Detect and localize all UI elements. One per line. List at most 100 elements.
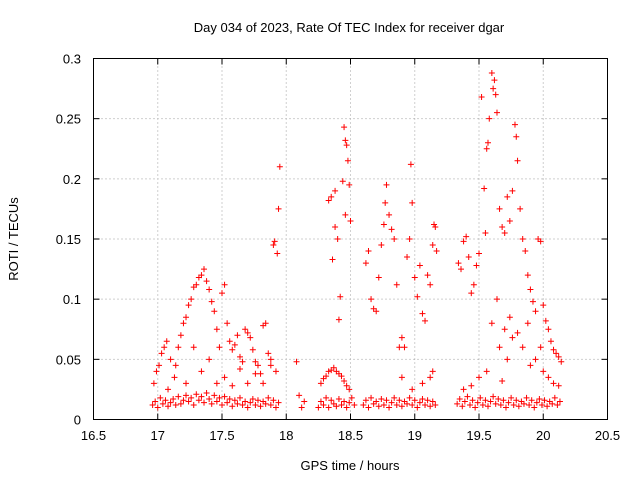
data-point (198, 393, 205, 400)
data-point (424, 397, 431, 404)
y-tick-label: 0 (74, 413, 81, 428)
data-point (544, 403, 551, 410)
data-point (486, 115, 493, 122)
data-point (365, 248, 372, 255)
data-point (478, 94, 485, 101)
data-point (171, 374, 178, 381)
data-point (193, 391, 200, 398)
data-point (267, 362, 274, 369)
data-point (244, 404, 251, 411)
data-point (527, 362, 534, 369)
data-point (499, 377, 506, 384)
data-point (341, 124, 348, 131)
chart-title: Day 034 of 2023, Rate Of TEC Index for r… (194, 20, 505, 35)
data-point (504, 356, 511, 363)
data-point (476, 374, 482, 381)
data-point (152, 398, 159, 405)
data-point (188, 394, 195, 401)
data-point (488, 320, 495, 327)
data-point (528, 397, 535, 404)
data-point (221, 374, 228, 381)
data-point (477, 394, 484, 401)
data-point (341, 377, 348, 384)
data-point (198, 272, 205, 279)
data-point (545, 326, 552, 333)
data-point (229, 403, 236, 410)
data-point (419, 380, 426, 387)
data-point (537, 238, 544, 245)
x-axis-label: GPS time / hours (301, 458, 400, 473)
data-point (482, 229, 489, 236)
data-point (257, 370, 264, 377)
data-point (293, 358, 300, 365)
data-point (342, 137, 349, 144)
data-point (346, 181, 353, 188)
y-tick-label: 0.05 (56, 352, 81, 367)
data-point (532, 356, 539, 363)
data-point (161, 344, 168, 351)
data-point (383, 397, 390, 404)
data-point (343, 382, 350, 389)
data-point (558, 358, 565, 365)
data-point (224, 399, 231, 406)
data-point (508, 394, 515, 401)
data-point (254, 362, 261, 369)
data-point (386, 404, 393, 411)
data-point (208, 298, 215, 305)
data-point (404, 254, 411, 261)
data-point (219, 290, 225, 297)
data-point (175, 393, 182, 400)
data-point (162, 397, 169, 404)
data-point (175, 344, 182, 351)
data-point (271, 238, 278, 245)
data-point (203, 390, 210, 397)
data-point (411, 274, 418, 281)
data-point (328, 193, 335, 200)
data-point (198, 368, 205, 375)
data-point (172, 362, 179, 369)
data-point (193, 281, 200, 288)
data-point (433, 248, 440, 255)
data-point (455, 260, 462, 267)
data-point (541, 397, 548, 404)
data-point (317, 380, 324, 387)
data-point (373, 308, 380, 315)
data-point (481, 185, 488, 192)
data-point (524, 272, 531, 279)
data-point (163, 338, 170, 345)
data-point (221, 393, 228, 400)
data-point (409, 386, 416, 393)
data-point (329, 256, 336, 263)
data-point (520, 400, 527, 407)
y-tick-label: 0.25 (56, 112, 81, 127)
data-point (493, 109, 500, 116)
data-point (315, 404, 322, 411)
data-point (206, 396, 213, 403)
data-point (406, 236, 413, 242)
data-point (388, 226, 395, 233)
data-point (554, 402, 561, 409)
data-point (373, 398, 380, 405)
data-point (167, 399, 174, 406)
data-point (380, 402, 387, 409)
data-point (375, 274, 382, 281)
data-point (427, 374, 434, 381)
data-point (158, 350, 165, 357)
data-point (183, 392, 190, 399)
data-point (427, 403, 434, 410)
data-point (236, 353, 243, 360)
data-point (213, 398, 220, 405)
data-point (270, 397, 277, 404)
data-point (249, 396, 256, 403)
data-point (513, 397, 520, 404)
data-point (323, 373, 330, 380)
data-point (267, 356, 274, 363)
data-point (406, 394, 413, 401)
data-point (274, 250, 281, 257)
data-point (517, 205, 524, 212)
data-point (550, 346, 557, 353)
data-point (185, 398, 192, 405)
data-point (527, 286, 534, 293)
data-point (460, 386, 467, 393)
